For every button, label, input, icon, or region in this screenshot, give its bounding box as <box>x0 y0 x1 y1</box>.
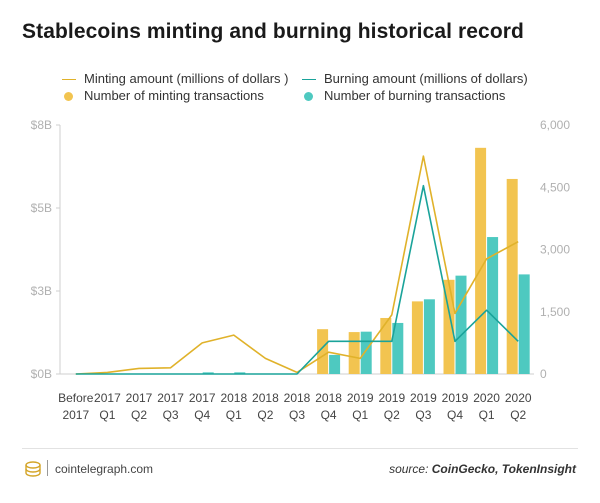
right-tick-label: 1,500 <box>540 305 570 319</box>
source-credit: source: CoinGecko, TokenInsight <box>389 462 576 476</box>
minting-amount-line <box>75 155 519 375</box>
burning-tx-bar <box>234 372 246 374</box>
minting-tx-bar <box>411 301 423 374</box>
minting-tx-bar <box>475 147 487 374</box>
minting-tx-bar <box>380 317 392 374</box>
burning-tx-bar <box>360 331 372 374</box>
burning-tx-bar <box>202 372 214 374</box>
brand-link[interactable]: cointelegraph.com <box>55 462 154 476</box>
footer-divider <box>22 448 578 449</box>
x-tick-label-period: Q4 <box>321 408 337 422</box>
x-tick-label-year: 2018 <box>284 391 311 405</box>
x-tick-label-year: 2020 <box>505 391 532 405</box>
x-tick-label-period: Q2 <box>131 408 147 422</box>
source-prefix: source: <box>389 462 429 476</box>
right-tick-label: 6,000 <box>540 118 570 132</box>
x-tick-label-year: Before <box>58 391 94 405</box>
legend-burning-tx: Number of burning transactions <box>324 88 506 103</box>
x-tick-label-year: 2020 <box>473 391 500 405</box>
x-tick-label-period: Q3 <box>289 408 305 422</box>
x-tick-label-period: Q3 <box>163 408 179 422</box>
left-tick-label: $8B <box>31 118 52 132</box>
minting-line-swatch <box>62 79 76 80</box>
x-tick-label-year: 2017 <box>189 391 216 405</box>
x-tick-label-year: 2017 <box>126 391 153 405</box>
x-tick-label-period: Q2 <box>257 408 273 422</box>
burning-tx-bar <box>329 354 341 374</box>
x-tick-label-year: 2018 <box>315 391 342 405</box>
x-tick-label-period: Q1 <box>99 408 115 422</box>
legend-minting-tx: Number of minting transactions <box>84 88 264 103</box>
right-tick-label: 3,000 <box>540 243 570 257</box>
x-tick-label-year: 2019 <box>347 391 374 405</box>
legend-minting-amount: Minting amount (millions of dollars ) <box>84 71 289 86</box>
burning-tx-bar <box>487 237 499 374</box>
legend-burning-amount: Burning amount (millions of dollars) <box>324 71 528 86</box>
burning-tx-swatch <box>304 92 313 101</box>
x-tick-label-year: 2019 <box>378 391 405 405</box>
x-tick-label-period: Q1 <box>226 408 242 422</box>
chart-title: Stablecoins minting and burning historic… <box>22 20 524 43</box>
minting-tx-swatch <box>64 92 73 101</box>
burning-tx-bar <box>518 274 530 374</box>
x-tick-label-period: Q4 <box>447 408 463 422</box>
burning-line-swatch <box>302 79 316 80</box>
minting-tx-bar <box>506 178 518 374</box>
burning-tx-bar <box>392 322 404 374</box>
right-tick-label: 4,500 <box>540 180 570 194</box>
right-tick-label: 0 <box>540 367 547 381</box>
x-tick-label-period: Q3 <box>415 408 431 422</box>
x-tick-label-year: 2019 <box>442 391 469 405</box>
left-tick-label: $0B <box>31 367 52 381</box>
chart-legend: Minting amount (millions of dollars ) Bu… <box>0 70 600 110</box>
x-tick-label-year: 2018 <box>252 391 279 405</box>
minting-tx-bar <box>443 279 455 374</box>
left-tick-label: $5B <box>31 201 52 215</box>
left-tick-label: $3B <box>31 284 52 298</box>
x-tick-label-year: 2017 <box>94 391 121 405</box>
brand-separator <box>47 460 48 476</box>
burning-tx-bar <box>423 299 435 374</box>
x-tick-label-period: Q2 <box>510 408 526 422</box>
burning-amount-line <box>75 184 519 375</box>
x-tick-label-period: Q1 <box>479 408 495 422</box>
x-tick-label-year: 2019 <box>410 391 437 405</box>
burning-tx-bar <box>455 275 467 374</box>
source-name: CoinGecko, TokenInsight <box>431 462 576 476</box>
x-tick-label-period: Q4 <box>194 408 210 422</box>
x-tick-label-period: 2017 <box>62 408 89 422</box>
x-tick-label-period: Q1 <box>352 408 368 422</box>
minting-tx-bar <box>348 332 360 374</box>
x-tick-label-period: Q2 <box>384 408 400 422</box>
minting-tx-bar <box>317 329 329 374</box>
chart-plot: $0B$3B$5B$8B01,5003,0004,5006,000Before2… <box>31 118 571 422</box>
x-tick-label-year: 2018 <box>220 391 247 405</box>
coin-stack-icon <box>25 461 41 477</box>
x-tick-label-year: 2017 <box>157 391 184 405</box>
